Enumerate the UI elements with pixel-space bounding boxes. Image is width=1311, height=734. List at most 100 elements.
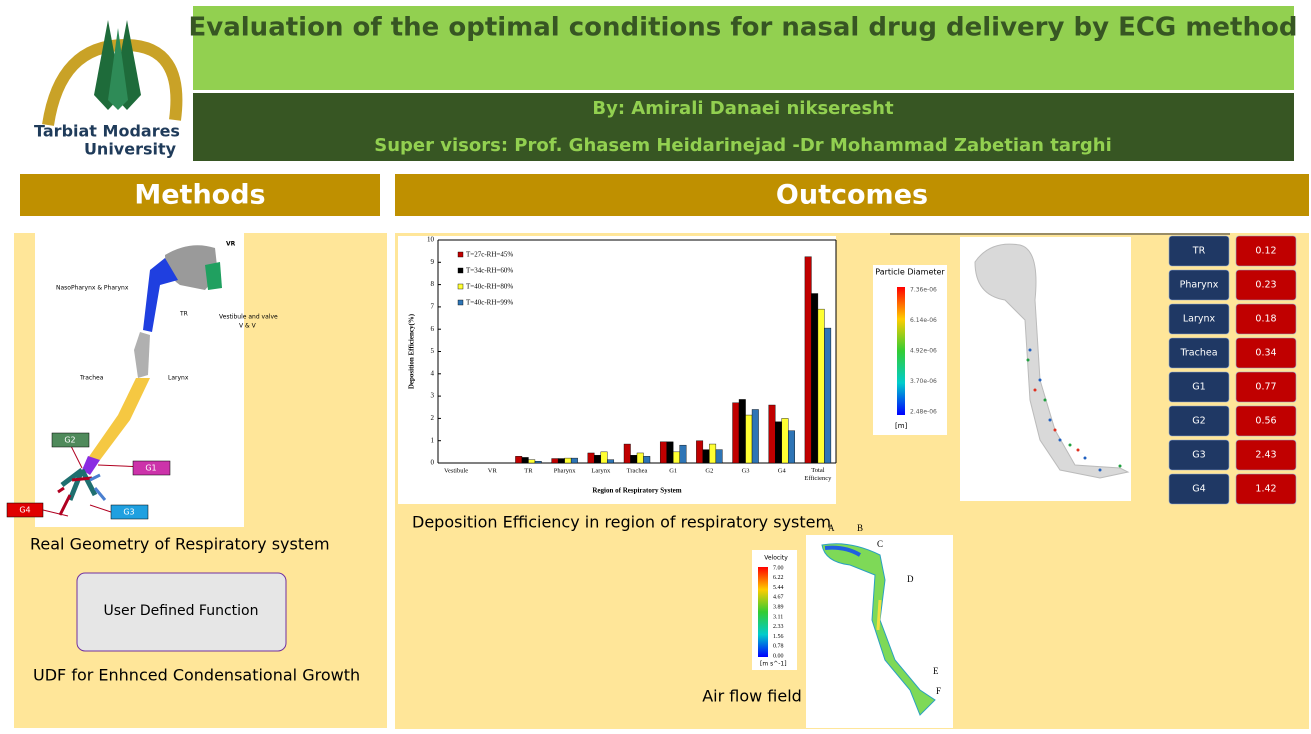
bar (594, 454, 602, 464)
x-tick-label: Larynx (591, 467, 611, 474)
bar (672, 451, 680, 464)
colorbar-tick-label: 3.70e-06 (910, 378, 937, 385)
geometry-label: G4 (19, 506, 30, 515)
caption: Real Geometry of Respiratory system (30, 535, 330, 554)
legend-label: T=40c-RH=80% (466, 283, 513, 291)
table-cell (1235, 439, 1297, 471)
table-cell (1235, 269, 1297, 301)
bar (666, 441, 674, 464)
geometry-label: G3 (123, 508, 134, 517)
bar (636, 452, 644, 464)
table-label: G2 (1192, 416, 1205, 427)
bar (587, 452, 595, 464)
bar (623, 443, 631, 464)
title: Evaluation of the optimal conditions for… (189, 13, 1298, 43)
geometry-label: G1 (145, 464, 156, 473)
bar (768, 404, 776, 464)
bar (534, 461, 542, 464)
table-value: 0.23 (1255, 280, 1276, 291)
bar (775, 421, 782, 464)
bar (643, 456, 651, 464)
bar (702, 449, 710, 464)
author-bar (193, 93, 1294, 161)
table-cell (1168, 235, 1230, 267)
table-cell (1235, 337, 1297, 369)
flow-labels: A B C D EF (828, 523, 941, 696)
colorbar-tick-label: 3.11 (773, 614, 783, 620)
bar (715, 449, 723, 464)
colorbar (758, 567, 768, 657)
legend-swatch (457, 251, 464, 258)
geometry-label: Trachea (79, 375, 104, 382)
x-axis-label: Region of Respiratory System (592, 487, 681, 495)
logo-text: Tarbiat Modares (34, 122, 180, 141)
colorbar-ticks: 7.36e-06 6.14e-06 4.92e-06 3.70e-06 2.48e-06 (910, 287, 937, 416)
caption: UDF for Enhnced Condensational Growth (33, 666, 360, 685)
y-tick-label: 9 (431, 258, 435, 266)
table-label: Pharynx (1180, 280, 1219, 291)
x-tick-label: Total Efficiency (804, 467, 832, 482)
bar (607, 459, 615, 464)
bar (709, 443, 717, 464)
result-table: TR 0.12 Pharynx 0.23 Larynx 0.18 Trachea 0.34 G1… (1168, 235, 1297, 505)
table-label: G4 (1192, 484, 1205, 495)
colorbar-tick-label: 3.89 (773, 604, 784, 610)
legend-title: Velocity (764, 555, 788, 562)
bar (630, 454, 638, 464)
bar (659, 441, 667, 464)
chart: 0 1 2 3 4 5 6 7 8 9 10 Vestibule VR TR Pharynx Larynx Tr… (408, 236, 837, 495)
bar (696, 440, 704, 464)
table-value: 0.12 (1255, 246, 1276, 257)
legend-title: Particle Diameter (875, 268, 945, 277)
table-cell (1168, 337, 1230, 369)
heading: Outcomes (776, 180, 928, 211)
table-value: 2.43 (1255, 450, 1276, 461)
bar (557, 458, 565, 464)
flow-label: F (936, 686, 941, 696)
table-cell (1235, 303, 1297, 335)
bar (528, 459, 536, 464)
y-tick-label: 7 (431, 303, 435, 311)
colorbar (897, 287, 905, 415)
legend-unit: [m] (895, 422, 908, 430)
caption: Deposition Efficiency in region of respi… (412, 513, 831, 532)
table-value: 0.77 (1255, 382, 1276, 393)
colorbar-tick-label: 2.33 (773, 624, 784, 630)
bar (817, 308, 825, 464)
bar (521, 457, 529, 464)
colorbar-tick-label: 7.00 (773, 565, 784, 571)
table-cell (1168, 473, 1230, 505)
geometry-label: Vestibule and valve (219, 314, 278, 321)
bar (804, 256, 812, 464)
heading-bar (395, 174, 1309, 216)
geometry-label: G2 (64, 436, 75, 445)
bar (564, 457, 572, 464)
colorbar-tick-label: 2.48e-06 (910, 409, 937, 416)
udf-box (76, 572, 287, 652)
colorbar-tick-label: 0.78 (773, 644, 784, 650)
table-cell (1168, 405, 1230, 437)
legend-label: T=34c-RH=60% (466, 267, 513, 275)
y-axis-label: Deposition Efficiency(%) (408, 313, 416, 389)
x-tick-label: Pharynx (554, 467, 576, 474)
bar (515, 456, 523, 464)
colorbar-tick-label: 7.36e-06 (910, 287, 937, 294)
colorbar-tick-label: 6.14e-06 (910, 317, 937, 324)
bar (751, 409, 759, 464)
geometry-label: TR (179, 311, 188, 318)
author: By: Amirali Danaei nikseresht (592, 98, 894, 119)
flow-label: B (857, 523, 863, 533)
table-label: TR (1192, 246, 1206, 257)
table-label: G1 (1192, 382, 1205, 393)
legend-swatch (457, 267, 464, 274)
legend-label: T=27c-RH=45% (466, 251, 513, 259)
flow-label: D (907, 574, 914, 584)
geometry-label: NasoPharynx & Pharynx (56, 285, 129, 292)
y-tick-label: 8 (431, 280, 435, 288)
bar (788, 430, 795, 464)
geometry-image: VR NasoPharynx & Pharynx TR Vestibule an… (6, 233, 278, 527)
table-cell (1235, 235, 1297, 267)
table-cell (1235, 473, 1297, 505)
bar (732, 402, 740, 464)
y-tick-label: 1 (431, 436, 435, 444)
